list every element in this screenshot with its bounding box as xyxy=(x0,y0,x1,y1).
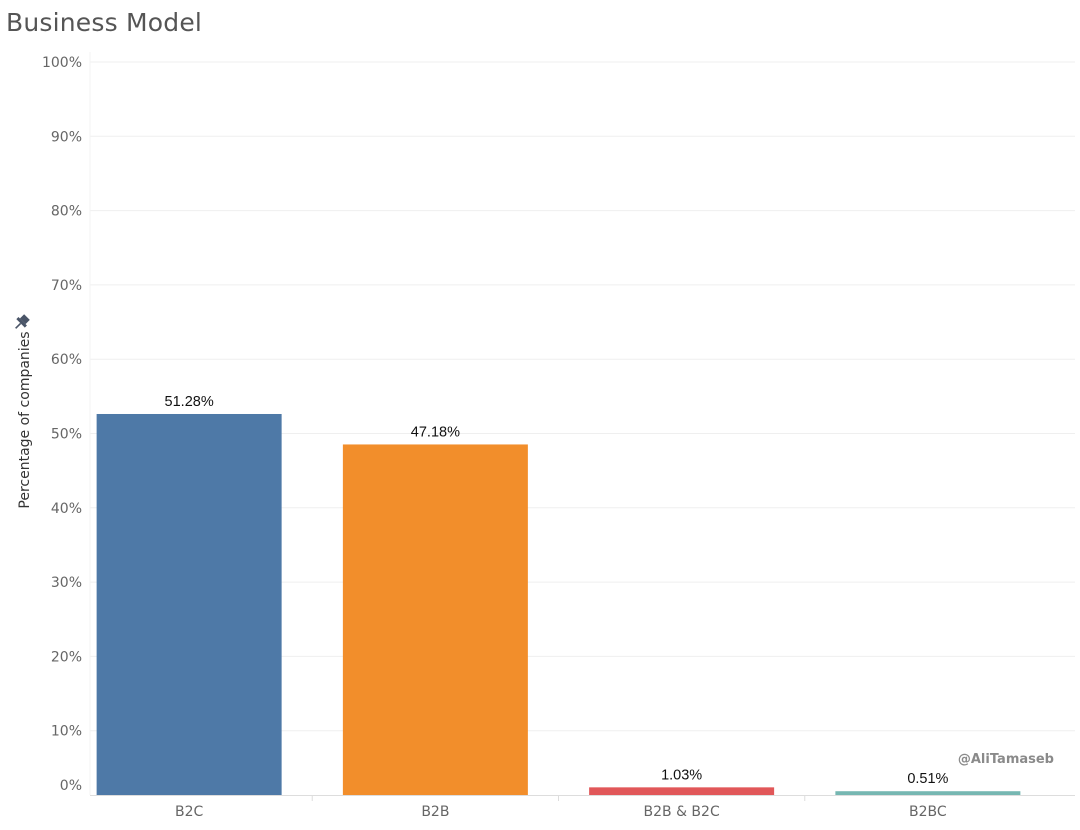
y-tick-label: 10% xyxy=(51,724,82,740)
chart-title: Business Model xyxy=(6,8,203,37)
x-tick-label: B2B xyxy=(421,804,449,820)
y-tick-label: 30% xyxy=(51,575,82,591)
data-label: 1.03% xyxy=(661,767,702,783)
y-tick-label: 100% xyxy=(42,55,82,71)
bar-b2bc[interactable] xyxy=(835,791,1021,795)
bar-b2b-b2c[interactable] xyxy=(589,787,775,795)
y-tick-label: 20% xyxy=(51,649,82,665)
y-tick-label: 80% xyxy=(51,204,82,220)
y-tick-label: 90% xyxy=(51,129,82,145)
y-tick-label: 40% xyxy=(51,501,82,517)
data-label: 0.51% xyxy=(907,771,948,787)
watermark: @AliTamaseb xyxy=(958,752,1054,767)
x-axis-ticks: B2C B2B B2B & B2C B2BC xyxy=(175,795,947,820)
x-tick-label: B2B & B2C xyxy=(644,804,720,820)
x-tick-label: B2C xyxy=(175,804,204,820)
bars xyxy=(96,413,1021,795)
y-tick-label: 50% xyxy=(51,427,82,443)
y-tick-label: 70% xyxy=(51,278,82,294)
x-tick-label: B2BC xyxy=(909,804,947,820)
y-axis-title-group: Percentage of companies xyxy=(17,331,33,508)
y-tick-label: 60% xyxy=(51,352,82,368)
y-tick-label: 0% xyxy=(60,778,82,794)
bar-b2c[interactable] xyxy=(96,413,282,795)
data-labels: 51.28% 47.18% 1.03% 0.51% xyxy=(165,394,949,787)
bar-b2b[interactable] xyxy=(342,444,528,795)
data-label: 51.28% xyxy=(165,394,214,410)
y-axis-title: Percentage of companies xyxy=(17,331,33,508)
y-axis-ticks: 0% 10% 20% 30% 40% 50% 60% 70% 80% 90% 100% xyxy=(42,55,82,794)
data-label: 47.18% xyxy=(411,424,460,440)
pin-icon[interactable] xyxy=(11,313,31,333)
